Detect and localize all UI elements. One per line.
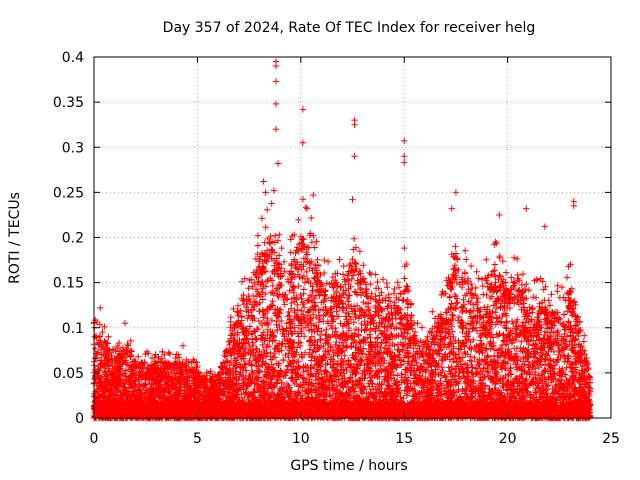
y-tick-labels: 0 0.05 0.1 0.15 0.2 0.25 0.3 0.35 0.4: [53, 50, 84, 427]
y-axis-label: ROTI / TECUs: [7, 192, 23, 284]
roti-point: [299, 139, 307, 146]
roti-point: [179, 342, 187, 349]
y-tick-label: 0.4: [62, 50, 84, 66]
roti-point: [448, 205, 455, 212]
y-tick-label: 0.15: [53, 276, 84, 292]
chart-title: Day 357 of 2024, Rate Of TEC Index for r…: [163, 20, 536, 36]
y-tick-label: 0.1: [62, 321, 84, 337]
roti-point: [97, 304, 104, 312]
roti-point: [401, 137, 408, 145]
roti-point: [260, 178, 267, 185]
y-tick-label: 0.2: [62, 231, 84, 247]
axis-ticks: [93, 56, 612, 419]
roti-point: [272, 126, 280, 133]
roti-point: [272, 78, 280, 85]
x-tick-labels: 0 5 10 15 20 25: [90, 431, 620, 447]
roti-point: [351, 153, 358, 160]
roti-point: [299, 106, 307, 113]
y-tick-label: 0.35: [53, 95, 84, 111]
x-tick-label: 0: [90, 431, 99, 447]
roti-point: [121, 320, 129, 327]
roti-point: [351, 121, 358, 128]
y-tick-label: 0.05: [53, 366, 84, 382]
roti-point: [452, 189, 460, 196]
x-tick-label: 10: [292, 431, 310, 447]
y-tick-label: 0: [75, 411, 84, 427]
roti-point: [303, 205, 311, 212]
y-tick-label: 0.25: [53, 185, 84, 201]
x-tick-label: 25: [602, 431, 620, 447]
x-tick-label: 20: [499, 431, 517, 447]
roti-point: [310, 191, 317, 199]
roti-points-cloud: [90, 196, 594, 422]
roti-point: [496, 211, 503, 219]
roti-point: [349, 196, 356, 203]
roti-point: [161, 351, 168, 359]
roti-point: [570, 202, 577, 210]
data-points: [90, 58, 594, 422]
roti-point: [272, 100, 280, 108]
x-tick-label: 15: [395, 431, 413, 447]
roti-point: [262, 189, 269, 196]
roti-point: [401, 159, 408, 166]
x-tick-label: 5: [193, 431, 202, 447]
roti-point: [270, 187, 278, 194]
x-axis-label: GPS time / hours: [290, 458, 407, 474]
roti-point: [523, 205, 530, 212]
roti-point: [541, 223, 549, 230]
roti-point: [274, 160, 282, 167]
y-tick-label: 0.3: [62, 140, 84, 156]
roti-point: [401, 153, 408, 160]
roti-point: [272, 58, 280, 65]
